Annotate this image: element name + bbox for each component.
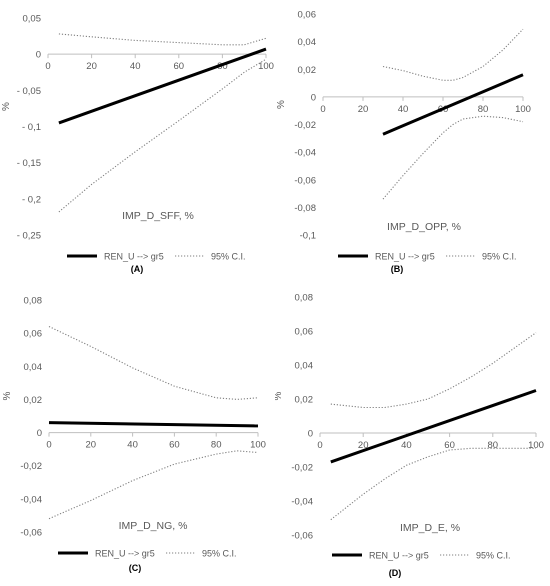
y-tick-label: -0,1: [300, 231, 316, 242]
legend-label-ci: 95% C.I.: [476, 551, 511, 561]
y-tick-label: 0,02: [298, 65, 317, 76]
y-tick-label: 0,06: [24, 329, 43, 340]
series-line-estimate: [382, 73, 524, 136]
x-tick-label: 20: [358, 104, 369, 115]
series-line-ci-band: [330, 332, 537, 409]
y-tick-label: 0,06: [298, 10, 317, 21]
chart-panel-d: 0,08 0,06 0,04 0,02 0 -0,02 -0,04 -0,06 0 20 40 60 8…: [275, 293, 544, 579]
chart-panel-a: 0,05 0 - 0,05 - 0,1 - 0,15 - 0,2 - 0,25 0 20 40 60…: [1, 14, 274, 275]
series-line-ci-band: [382, 115, 524, 200]
series-line-estimate: [58, 47, 267, 125]
x-tick-label: 40: [398, 104, 409, 115]
y-tick-label: 0,08: [24, 296, 43, 307]
y-tick-label: -0,02: [291, 463, 313, 474]
series-line-ci-band: [58, 33, 267, 46]
y-tick-label: - 0,1: [22, 122, 41, 133]
x-tick-label: 20: [358, 440, 369, 451]
y-tick-label: -0,02: [294, 120, 316, 131]
legend-label-ci: 95% C.I.: [211, 252, 246, 262]
x-tick-label: 40: [130, 61, 141, 72]
x-tick-label: 60: [169, 440, 180, 451]
y-tick-label: 0,08: [295, 293, 314, 304]
series-line-ci-band: [58, 58, 267, 213]
y-tick-label: 0: [37, 428, 42, 439]
x-tick-label: 40: [127, 440, 138, 451]
panel-tag: (D): [389, 568, 402, 578]
y-tick-label: -0,04: [291, 497, 313, 508]
x-tick-label: 0: [320, 104, 325, 115]
y-tick-label: 0,04: [298, 37, 317, 48]
series-line-ci-band: [48, 450, 259, 520]
panel-tag: (A): [131, 264, 144, 274]
y-tick-label: - 0,25: [17, 231, 41, 242]
x-tick-label: 60: [444, 440, 455, 451]
legend-label-estimate: REN_U --> gr5: [95, 549, 155, 559]
y-tick-label: -0,04: [20, 494, 42, 505]
y-tick-label: 0,06: [295, 327, 314, 338]
panel-tag: (C): [129, 563, 142, 573]
legend-label-estimate: REN_U --> gr5: [375, 252, 435, 262]
y-axis-title: %: [2, 391, 13, 400]
series-line-ci-band: [48, 326, 259, 400]
x-tick-label: 100: [258, 61, 274, 72]
y-axis-title: %: [275, 391, 284, 400]
x-tick-label: 20: [86, 61, 97, 72]
x-tick-label: 100: [250, 440, 266, 451]
y-tick-label: - 0,2: [22, 194, 41, 205]
x-tick-label: 80: [488, 440, 499, 451]
panel-tag: (B): [391, 264, 404, 274]
legend-label-estimate: REN_U --> gr5: [369, 551, 429, 561]
x-tick-label: 100: [515, 104, 531, 115]
y-tick-label: -0,06: [294, 175, 316, 186]
y-tick-label: 0,02: [295, 395, 314, 406]
y-tick-label: 0,02: [24, 395, 43, 406]
x-tick-label: 80: [211, 440, 222, 451]
y-tick-label: -0,06: [20, 528, 42, 539]
x-tick-label: 80: [217, 61, 228, 72]
x-axis-title: IMP_D_OPP, %: [387, 221, 461, 233]
y-tick-label: -0,06: [291, 531, 313, 542]
y-tick-label: 0,04: [295, 361, 314, 372]
x-axis-title: IMP_D_SFF, %: [122, 210, 194, 222]
x-tick-label: 0: [46, 440, 51, 451]
y-tick-label: 0: [308, 429, 313, 440]
series-line-ci-band: [330, 447, 536, 521]
x-tick-label: 20: [86, 440, 97, 451]
chart-panel-b: 0,06 0,04 0,02 0 -0,02 -0,04 -0,06 -0,08 -0,1 0 20…: [276, 10, 531, 275]
y-tick-label: -0,02: [20, 461, 42, 472]
x-tick-label: 80: [478, 104, 489, 115]
y-tick-label: - 0,05: [17, 86, 41, 97]
y-tick-label: -0,08: [294, 203, 316, 214]
y-axis-title: %: [1, 102, 12, 111]
x-axis-title: IMP_D_NG, %: [119, 520, 188, 532]
x-axis-title: IMP_D_E, %: [400, 522, 460, 534]
series-line-ci-band: [382, 28, 524, 81]
legend-label-ci: 95% C.I.: [202, 549, 237, 559]
series-line-estimate: [330, 389, 537, 464]
x-tick-label: 0: [45, 61, 50, 72]
x-tick-label: 40: [401, 440, 412, 451]
x-tick-label: 100: [528, 440, 544, 451]
chart-panel-c: 0,08 0,06 0,04 0,02 0 -0,02 -0,04 -0,06 0 20 40 60 8…: [2, 296, 266, 574]
y-axis-title: %: [276, 100, 287, 109]
y-tick-label: -0,04: [294, 148, 316, 159]
legend-label-ci: 95% C.I.: [482, 252, 517, 262]
y-tick-label: 0: [36, 50, 41, 61]
y-tick-label: 0: [311, 92, 316, 103]
x-tick-label: 0: [317, 440, 322, 451]
legend-label-estimate: REN_U --> gr5: [104, 252, 164, 262]
y-tick-label: 0,05: [23, 14, 42, 25]
y-tick-label: - 0,15: [17, 158, 41, 169]
series-line-estimate: [48, 421, 259, 428]
x-tick-label: 60: [174, 61, 185, 72]
y-tick-label: 0,04: [24, 362, 43, 373]
